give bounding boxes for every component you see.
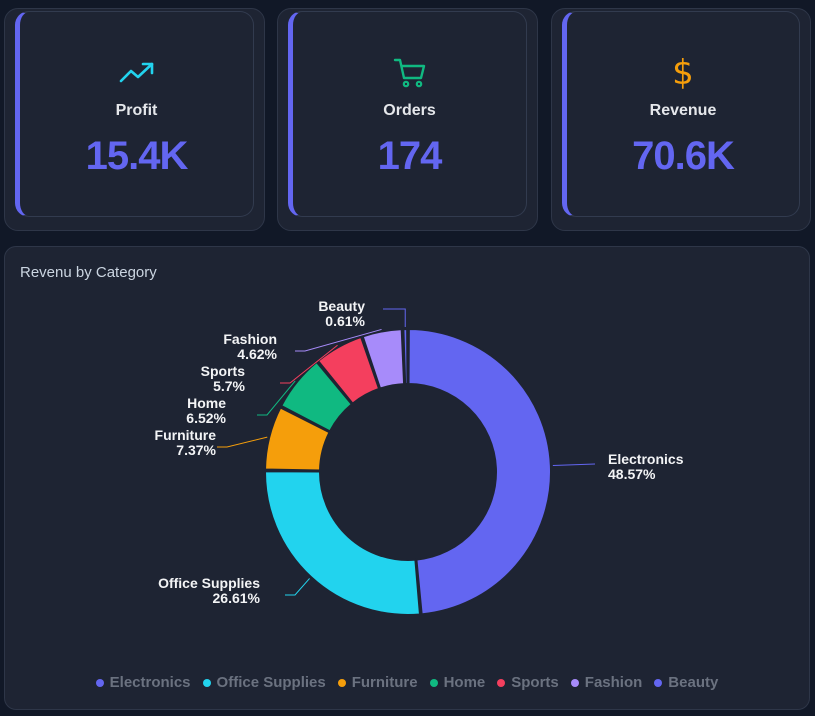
data-label-name-office-supplies: Office Supplies [158,575,260,591]
shopping-cart-icon [392,55,428,91]
profit-label: Profit [115,102,158,119]
data-label-value-furniture: 7.37% [176,442,216,458]
legend-label-beauty: Beauty [668,674,719,691]
orders-card: Orders 174 [277,8,538,231]
legend-dot-beauty [654,678,663,687]
data-label-value-beauty: 0.61% [325,313,365,329]
slice-furniture[interactable] [264,406,331,472]
profit-card: Profit 15.4K [4,8,265,231]
data-label-value-home: 6.52% [186,410,226,426]
data-label-value-fashion: 4.62% [237,346,277,362]
leader-line-home [257,380,296,416]
slice-sports[interactable] [316,335,381,405]
legend-dot-home [429,678,438,687]
legend-item-office-supplies[interactable]: Office Supplies [202,674,326,691]
leader-line-furniture [217,436,268,448]
data-label-name-fashion: Fashion [223,331,277,347]
data-label-value-office-supplies: 26.61% [213,590,261,606]
legend-dot-sports [497,678,506,687]
chart-legend: Electronics Office Supplies Furniture Home S… [5,674,809,691]
slice-office-supplies[interactable] [264,470,421,616]
revenue-label: Revenue [649,102,717,119]
dollar-symbol: $ [672,53,694,93]
legend-item-electronics[interactable]: Electronics [95,674,191,691]
legend-label-office-supplies: Office Supplies [216,674,326,691]
profit-value: 15.4K [85,134,189,178]
legend-dot-fashion [570,678,579,687]
legend-label-sports: Sports [511,674,559,691]
leader-line-sports [280,344,338,384]
leader-line-electronics [552,463,596,466]
data-label-name-beauty: Beauty [318,298,365,314]
legend-label-electronics: Electronics [109,674,191,691]
revenue-value: 70.6K [632,134,735,178]
orders-card-inner: Orders 174 [288,11,527,217]
slice-home[interactable] [280,360,353,433]
chart-title: Revenu by Category [20,264,157,281]
data-label-name-electronics: Electronics [608,451,684,467]
legend-dot-office-supplies [202,678,211,687]
slice-fashion[interactable] [361,328,406,390]
revenue-by-category-panel: Revenu by Category Electronics 48.57% Offi… [4,246,810,710]
slice-beauty[interactable] [402,328,409,386]
revenue-card: $ Revenue 70.6K [551,8,811,231]
leader-line-fashion [295,328,382,352]
legend-item-furniture[interactable]: Furniture [337,674,418,691]
legend-dot-electronics [95,678,104,687]
legend-item-home[interactable]: Home [429,674,486,691]
slice-electronics[interactable] [407,328,552,616]
leader-line-office-supplies [285,578,310,596]
legend-label-fashion: Fashion [584,674,643,691]
dollar-icon: $ [665,55,701,91]
data-label-name-sports: Sports [201,363,246,379]
orders-value: 174 [377,134,443,178]
legend-dot-furniture [337,678,346,687]
data-label-name-home: Home [187,395,226,411]
legend-label-home: Home [443,674,486,691]
data-label-value-electronics: 48.57% [608,466,656,482]
profit-card-inner: Profit 15.4K [15,11,254,217]
revenue-card-inner: $ Revenue 70.6K [562,11,800,217]
data-label-name-furniture: Furniture [155,427,217,443]
legend-item-beauty[interactable]: Beauty [654,674,718,691]
legend-item-sports[interactable]: Sports [497,674,559,691]
legend-label-furniture: Furniture [351,674,418,691]
leader-line-beauty [383,308,406,328]
orders-label: Orders [383,102,436,119]
data-label-value-sports: 5.7% [213,378,245,394]
legend-item-fashion[interactable]: Fashion [570,674,643,691]
trending-up-icon [119,55,155,91]
